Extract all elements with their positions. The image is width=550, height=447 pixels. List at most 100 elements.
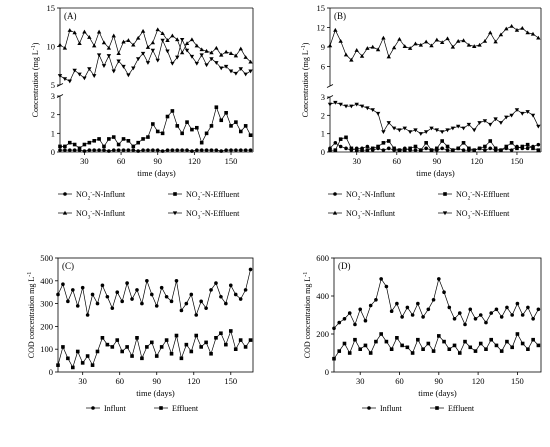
data-point <box>136 140 140 145</box>
data-point <box>452 343 457 348</box>
data-point <box>243 55 248 59</box>
data-point <box>125 345 129 349</box>
data-point <box>370 108 375 113</box>
data-point <box>90 363 95 367</box>
data-point <box>515 146 519 151</box>
data-point <box>243 288 248 292</box>
data-point <box>190 149 194 153</box>
x-axis-title: time (days) <box>418 388 457 398</box>
data-point <box>190 127 194 132</box>
data-point <box>155 58 160 63</box>
panel-label: (D) <box>338 261 351 271</box>
data-point <box>344 135 348 140</box>
x-tick-label: 120 <box>472 376 485 386</box>
data-point <box>456 146 461 151</box>
data-point <box>445 36 450 41</box>
data-point <box>434 37 440 42</box>
data-point <box>333 100 338 105</box>
legend-marker <box>367 406 371 410</box>
x-axis-title: time (days) <box>137 168 176 178</box>
data-point <box>498 32 504 37</box>
data-point <box>419 148 423 152</box>
data-point <box>95 301 100 306</box>
y-tick-label: 200 <box>40 321 53 331</box>
data-point <box>184 48 190 53</box>
data-point <box>467 146 471 151</box>
y-axis-title: Concentration (mg L-1) <box>31 42 40 117</box>
data-point <box>368 351 373 355</box>
data-point <box>488 122 493 127</box>
data-point <box>437 334 441 338</box>
legend-label: Effluent <box>172 404 199 413</box>
data-point <box>169 299 174 304</box>
data-point <box>359 104 365 109</box>
data-point <box>466 122 472 127</box>
data-point <box>164 294 169 299</box>
x-tick-label: 60 <box>395 376 404 386</box>
data-point <box>338 38 343 43</box>
data-point <box>489 311 494 315</box>
data-point <box>423 39 429 44</box>
data-point <box>338 137 343 141</box>
legend-marker <box>173 192 177 196</box>
data-point <box>445 148 450 152</box>
series-line-2 <box>57 329 251 369</box>
data-point <box>120 349 124 354</box>
data-point <box>77 41 82 46</box>
data-point <box>82 29 87 34</box>
data-point <box>359 53 365 58</box>
data-point <box>370 44 375 49</box>
data-point <box>536 148 541 152</box>
data-point <box>179 50 185 55</box>
x-tick-label: 30 <box>352 156 361 166</box>
data-point <box>233 292 238 297</box>
data-point <box>531 337 535 342</box>
legend-label: Influnt <box>380 404 403 413</box>
y-tick-label: 300 <box>40 299 53 309</box>
data-point <box>418 42 424 47</box>
data-point <box>381 35 386 40</box>
data-point <box>505 339 509 344</box>
series-line-2 <box>333 333 539 359</box>
data-point <box>92 43 97 48</box>
data-point <box>180 148 184 152</box>
x-axis-title: time (days) <box>416 168 455 178</box>
data-point <box>130 354 134 358</box>
data-point <box>437 277 441 281</box>
x-tick-label: 150 <box>511 156 524 166</box>
data-point <box>160 131 165 136</box>
data-point <box>536 343 541 348</box>
data-point <box>410 351 415 355</box>
y-tick-label: 12 <box>317 23 326 33</box>
data-point <box>526 347 530 351</box>
series-line-3 <box>59 29 251 63</box>
data-point <box>456 124 461 129</box>
data-point <box>72 68 77 73</box>
data-point <box>111 69 116 74</box>
data-point <box>121 64 126 69</box>
data-point <box>493 146 498 151</box>
data-point <box>354 48 359 52</box>
data-point <box>238 338 243 342</box>
data-point <box>141 137 145 141</box>
data-point <box>228 69 234 74</box>
data-point <box>243 124 248 128</box>
data-point <box>214 105 219 109</box>
legend-label: NO2--N-Effluent <box>186 190 240 202</box>
data-point <box>238 297 243 301</box>
data-point <box>126 139 131 143</box>
data-point <box>184 301 189 306</box>
data-point <box>67 140 72 145</box>
legend-label: Effluent <box>448 404 475 413</box>
x-tick-label: 120 <box>471 156 484 166</box>
data-point <box>82 142 87 147</box>
data-point <box>461 126 466 131</box>
data-point <box>333 141 338 145</box>
legend-label: NO3--N-Influnt <box>76 209 126 221</box>
panel-label: (C) <box>62 261 74 271</box>
panel-d: 0 200 400 600 30 60 90 120 150 time (days) COD con… <box>303 253 542 413</box>
data-point <box>353 337 357 342</box>
y-tick-label: 0 <box>325 367 329 377</box>
x-tick-label: 120 <box>187 376 200 386</box>
data-point <box>96 29 102 34</box>
